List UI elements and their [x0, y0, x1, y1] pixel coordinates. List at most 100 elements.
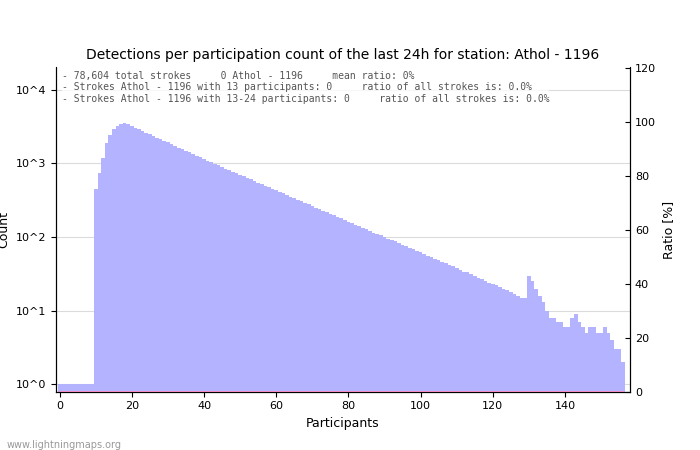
Bar: [325, 212, 328, 450]
Bar: [505, 290, 509, 450]
Bar: [383, 237, 386, 450]
Bar: [264, 186, 267, 450]
Bar: [181, 149, 184, 450]
Bar: [159, 139, 162, 450]
Bar: [105, 143, 108, 450]
Bar: [314, 207, 318, 450]
Bar: [405, 246, 408, 450]
Bar: [274, 190, 278, 450]
Bar: [433, 259, 437, 450]
Bar: [596, 333, 599, 450]
Bar: [311, 206, 314, 450]
Bar: [466, 273, 470, 450]
Bar: [379, 235, 383, 450]
Bar: [375, 234, 379, 450]
Bar: [278, 192, 281, 450]
Bar: [234, 173, 238, 450]
X-axis label: Participants: Participants: [306, 417, 380, 430]
Bar: [202, 159, 206, 450]
Bar: [517, 296, 520, 450]
Bar: [162, 141, 166, 450]
Bar: [169, 144, 174, 450]
Bar: [69, 384, 72, 450]
Bar: [271, 189, 274, 450]
Legend: Stroke count, Stroke count station Athol - 1196, Stroke ratio station Athol - 11: Stroke count, Stroke count station Athol…: [81, 449, 513, 450]
Bar: [116, 126, 119, 450]
Bar: [422, 254, 426, 450]
Bar: [332, 216, 336, 450]
Bar: [148, 134, 152, 450]
Bar: [390, 240, 393, 450]
Y-axis label: Ratio [%]: Ratio [%]: [662, 200, 675, 259]
Bar: [177, 148, 181, 450]
Bar: [94, 189, 97, 450]
Bar: [531, 281, 534, 450]
Bar: [578, 322, 581, 450]
Bar: [249, 180, 253, 450]
Bar: [152, 136, 155, 450]
Bar: [300, 201, 303, 450]
Bar: [599, 333, 603, 450]
Bar: [386, 238, 390, 450]
Bar: [365, 230, 368, 450]
Bar: [195, 156, 199, 450]
Bar: [477, 278, 480, 450]
Bar: [112, 129, 116, 450]
Bar: [174, 146, 177, 450]
Bar: [589, 327, 592, 450]
Bar: [524, 298, 527, 450]
Bar: [141, 131, 144, 450]
Bar: [448, 265, 452, 450]
Bar: [473, 275, 477, 450]
Bar: [289, 197, 293, 450]
Bar: [549, 318, 552, 450]
Bar: [484, 281, 487, 450]
Bar: [617, 349, 621, 450]
Bar: [520, 298, 524, 450]
Bar: [62, 384, 65, 450]
Bar: [585, 333, 589, 450]
Bar: [256, 183, 260, 450]
Bar: [191, 154, 195, 450]
Bar: [512, 294, 517, 450]
Bar: [238, 175, 242, 450]
Bar: [220, 167, 224, 450]
Bar: [206, 161, 209, 450]
Bar: [321, 211, 325, 450]
Bar: [509, 292, 512, 450]
Bar: [343, 220, 346, 450]
Bar: [134, 128, 137, 450]
Bar: [285, 195, 289, 450]
Bar: [502, 288, 505, 450]
Bar: [430, 257, 433, 450]
Bar: [122, 123, 127, 450]
Bar: [213, 164, 216, 450]
Bar: [437, 260, 440, 450]
Bar: [621, 362, 624, 450]
Bar: [144, 133, 148, 450]
Bar: [127, 124, 130, 450]
Bar: [354, 225, 358, 450]
Bar: [224, 169, 228, 450]
Bar: [559, 322, 564, 450]
Bar: [253, 181, 256, 450]
Bar: [137, 129, 141, 450]
Bar: [228, 170, 231, 450]
Bar: [372, 233, 375, 450]
Bar: [65, 384, 69, 450]
Bar: [101, 158, 105, 450]
Bar: [184, 151, 188, 450]
Bar: [397, 243, 401, 450]
Bar: [328, 214, 332, 450]
Bar: [592, 327, 596, 450]
Bar: [603, 327, 606, 450]
Text: - 78,604 total strokes     0 Athol - 1196     mean ratio: 0%
- Strokes Athol - 1: - 78,604 total strokes 0 Athol - 1196 me…: [62, 71, 550, 104]
Bar: [76, 384, 80, 450]
Bar: [440, 262, 444, 450]
Bar: [336, 217, 340, 450]
Bar: [470, 274, 473, 450]
Bar: [455, 268, 458, 450]
Bar: [426, 256, 430, 450]
Bar: [452, 266, 455, 450]
Bar: [498, 287, 502, 450]
